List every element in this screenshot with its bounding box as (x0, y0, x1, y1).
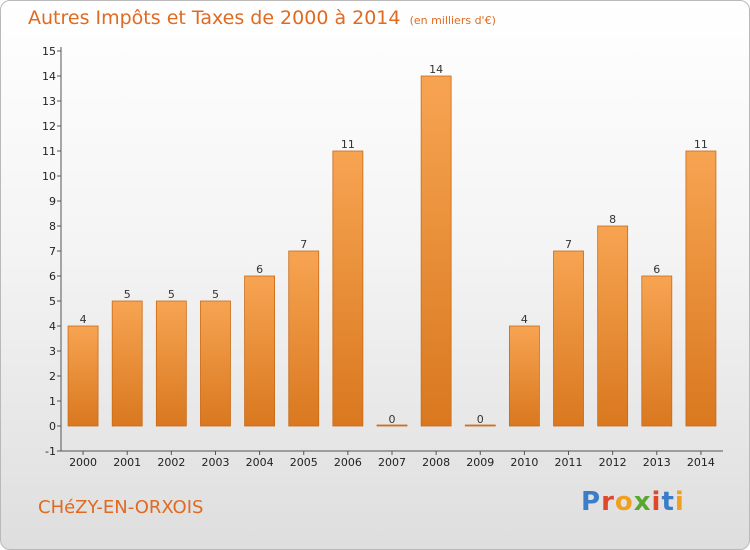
x-tick-label: 2012 (599, 456, 627, 469)
y-tick-label: 10 (42, 170, 56, 183)
bar-value-label: 11 (341, 138, 355, 151)
x-tick-label: 2005 (290, 456, 318, 469)
bar-value-label: 7 (300, 238, 307, 251)
commune-name: CHéZY-EN-ORXOIS (38, 497, 204, 518)
bar (200, 300, 231, 427)
chart-title: Autres Impôts et Taxes de 2000 à 2014 (e… (28, 7, 496, 29)
bar-value-label: 0 (389, 413, 396, 426)
x-tick-label: 2002 (157, 456, 185, 469)
logo-letter: t (661, 487, 675, 517)
y-tick-label: -1 (45, 445, 56, 458)
x-tick-label: 2007 (378, 456, 406, 469)
x-tick-label: 2004 (246, 456, 274, 469)
y-tick-label: 4 (49, 320, 56, 333)
x-tick-label: 2009 (466, 456, 494, 469)
logo-letter: P (581, 487, 602, 517)
y-tick-label: 0 (49, 420, 56, 433)
y-tick-label: 15 (42, 45, 56, 58)
y-tick-label: 11 (42, 145, 56, 158)
bar (553, 250, 584, 427)
logo-letter: x (633, 487, 652, 517)
x-tick-label: 2013 (643, 456, 671, 469)
bar-value-label: 8 (609, 213, 616, 226)
proxiti-logo: Proxiti (581, 487, 685, 517)
y-tick-label: 12 (42, 120, 56, 133)
bar-value-label: 11 (694, 138, 708, 151)
x-tick-label: 2010 (510, 456, 538, 469)
logo-letter: o (614, 487, 634, 517)
y-tick-label: 2 (49, 370, 56, 383)
bar (332, 150, 364, 427)
logo-letter: i (674, 487, 685, 517)
x-tick-label: 2011 (555, 456, 583, 469)
bar (244, 275, 276, 427)
x-tick-label: 2006 (334, 456, 362, 469)
bar (641, 275, 673, 427)
bar-value-label: 5 (168, 288, 175, 301)
bar-value-label: 6 (256, 263, 263, 276)
bar-value-label: 4 (521, 313, 528, 326)
logo-letter: i (651, 487, 662, 517)
x-tick-label: 2003 (201, 456, 229, 469)
y-tick-label: 9 (49, 195, 56, 208)
chart-title-main: Autres Impôts et Taxes de 2000 à 2014 (28, 7, 401, 29)
bar-value-label: 5 (212, 288, 219, 301)
bar (376, 424, 408, 427)
y-tick-label: 3 (49, 345, 56, 358)
bar (508, 325, 540, 427)
bar (420, 75, 452, 427)
bar (288, 250, 320, 427)
bar (111, 300, 143, 427)
bar-value-label: 5 (124, 288, 131, 301)
bar (597, 225, 629, 427)
bar-value-label: 6 (653, 263, 660, 276)
y-tick-label: 14 (42, 70, 56, 83)
y-tick-label: 8 (49, 220, 56, 233)
y-tick-label: 7 (49, 245, 56, 258)
y-tick-label: 1 (49, 395, 56, 408)
bar-value-label: 0 (477, 413, 484, 426)
bar-value-label: 14 (429, 63, 443, 76)
bar (685, 150, 717, 427)
y-tick-label: 6 (49, 270, 56, 283)
y-tick-label: 5 (49, 295, 56, 308)
x-tick-label: 2014 (687, 456, 715, 469)
x-tick-label: 2000 (69, 456, 97, 469)
logo-letter: r (601, 487, 615, 517)
chart-title-unit: (en milliers d'€) (409, 14, 496, 27)
x-tick-label: 2008 (422, 456, 450, 469)
bar (155, 300, 187, 427)
x-tick-label: 2001 (113, 456, 141, 469)
bar (464, 424, 496, 427)
bar-value-label: 4 (80, 313, 87, 326)
bar-value-label: 7 (565, 238, 572, 251)
y-tick-label: 13 (42, 95, 56, 108)
bar (67, 325, 99, 427)
